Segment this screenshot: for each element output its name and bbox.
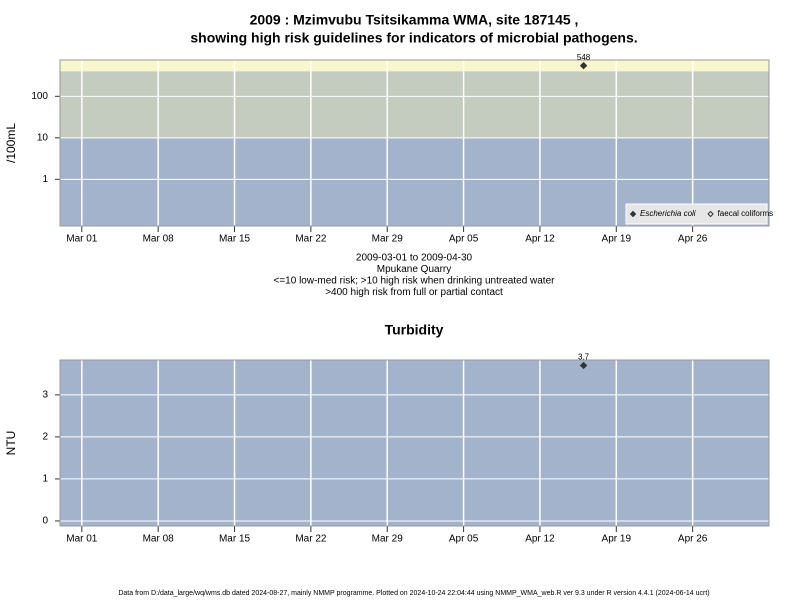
band xyxy=(60,71,769,138)
x-tick-label: Apr 26 xyxy=(678,234,708,245)
x-tick-label: Apr 12 xyxy=(525,234,555,245)
x-tick-label: Apr 05 xyxy=(449,534,479,545)
y-tick-label: 1 xyxy=(42,474,48,485)
data-point xyxy=(579,61,588,70)
plot-background xyxy=(60,360,769,526)
data-label: 3.7 xyxy=(578,353,590,362)
note: <=10 low-med risk; >10 high risk when dr… xyxy=(274,276,556,287)
legend-label: Escherichia coli xyxy=(640,209,696,218)
y-tick-label: 2 xyxy=(42,432,48,443)
data-point xyxy=(579,361,588,370)
x-tick-label: Mar 08 xyxy=(143,234,175,245)
data-label: 548 xyxy=(577,53,591,62)
x-tick-label: Apr 12 xyxy=(525,534,555,545)
y-tick-label: 1 xyxy=(42,174,48,185)
chart-title: 2009 : Mzimvubu Tsitsikamma WMA, site 18… xyxy=(250,12,579,28)
x-tick-label: Mar 08 xyxy=(143,534,175,545)
y-tick-label: 3 xyxy=(42,390,48,401)
x-tick-label: Mar 01 xyxy=(66,534,98,545)
legend-marker xyxy=(629,210,637,218)
y-tick-label: 10 xyxy=(37,132,49,143)
legend-marker xyxy=(707,210,714,218)
note: 2009-03-01 to 2009-04-30 xyxy=(356,253,473,264)
footer: Data from D:/data_large/wq/wms.db dated … xyxy=(118,590,709,597)
x-tick-label: Mar 22 xyxy=(295,234,327,245)
y-axis-label: /100mL xyxy=(4,123,18,163)
x-tick-label: Mar 15 xyxy=(219,234,251,245)
x-tick-label: Mar 15 xyxy=(219,534,251,545)
x-tick-label: Mar 29 xyxy=(372,534,404,545)
legend-box xyxy=(625,203,768,225)
band xyxy=(60,60,769,72)
chart-title: showing high risk guidelines for indicat… xyxy=(190,30,637,46)
note: Mpukane Quarry xyxy=(377,264,451,275)
legend: Escherichia coli faecal coliforms xyxy=(625,203,774,225)
x-tick-label: Apr 26 xyxy=(678,534,708,545)
x-tick-label: Apr 05 xyxy=(449,234,479,245)
note: >400 high risk from full or partial cont… xyxy=(325,287,503,298)
y-axis-label: NTU xyxy=(4,431,18,456)
plot-border xyxy=(59,359,770,527)
x-tick-label: Mar 01 xyxy=(66,234,98,245)
x-tick-label: Mar 29 xyxy=(372,234,404,245)
x-tick-label: Apr 19 xyxy=(602,534,632,545)
x-tick-label: Mar 22 xyxy=(295,534,327,545)
y-tick-label: 100 xyxy=(31,91,48,102)
legend-label: faecal coliforms xyxy=(718,209,774,218)
y-tick-label: 0 xyxy=(42,516,48,527)
x-tick-label: Apr 19 xyxy=(602,234,632,245)
plot-border xyxy=(59,59,770,227)
chart-title: Turbidity xyxy=(385,322,444,338)
